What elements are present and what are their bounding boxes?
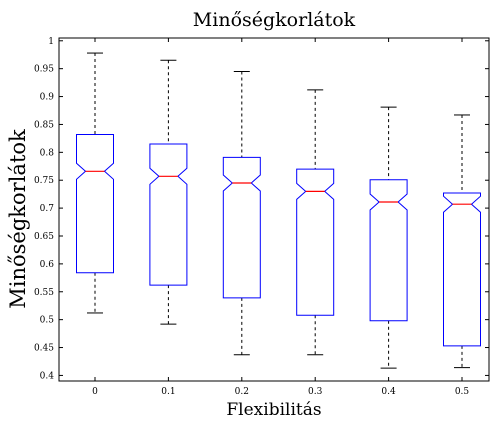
y-tick-label: 0.9 (40, 93, 55, 103)
y-tick-label: 0.8 (40, 148, 55, 158)
chart-title: Minőségkorlátok (193, 9, 356, 31)
x-tick-label: 0.5 (455, 387, 470, 397)
y-tick-label: 0.55 (34, 288, 54, 298)
plot-area-frame (58, 37, 490, 382)
notched-box (149, 143, 188, 286)
box-group (76, 52, 114, 314)
x-axis-label: Flexibilitás (226, 400, 321, 420)
notched-box (222, 156, 261, 299)
box-group (443, 114, 481, 369)
notched-box (443, 192, 481, 347)
box-group (296, 89, 335, 356)
y-tick-label: 0.7 (40, 204, 55, 214)
x-axis-ticks: 0 0.1 0.2 0.3 0.4 0.5 (92, 38, 469, 397)
x-tick-label: 0.2 (235, 387, 249, 397)
y-tick-label: 1 (48, 37, 54, 47)
x-tick-label: 0 (92, 387, 98, 397)
y-tick-label: 0.4 (40, 371, 55, 381)
y-tick-label: 0.45 (34, 344, 54, 354)
notched-box (76, 134, 114, 274)
y-tick-label: 0.6 (40, 260, 55, 270)
box-group (149, 59, 188, 325)
y-tick-label: 0.85 (34, 120, 54, 130)
box-group (369, 106, 408, 369)
box-series (76, 52, 481, 369)
y-tick-label: 0.95 (34, 65, 54, 75)
y-axis-label: Minőségkorlátok (6, 129, 30, 309)
x-tick-label: 0.3 (308, 387, 323, 397)
notched-box (369, 179, 408, 322)
x-tick-label: 0.1 (161, 387, 175, 397)
box-group (222, 70, 261, 356)
y-tick-label: 0.5 (40, 316, 55, 326)
y-tick-label: 0.75 (34, 176, 54, 186)
x-tick-label: 0.4 (381, 387, 396, 397)
y-tick-label: 0.65 (34, 232, 54, 242)
y-axis-ticks: 0.4 0.45 0.5 0.55 0.6 0.65 0.7 0.75 0.8 0.85 0.9 0.… (34, 37, 489, 381)
notched-box (296, 168, 335, 316)
